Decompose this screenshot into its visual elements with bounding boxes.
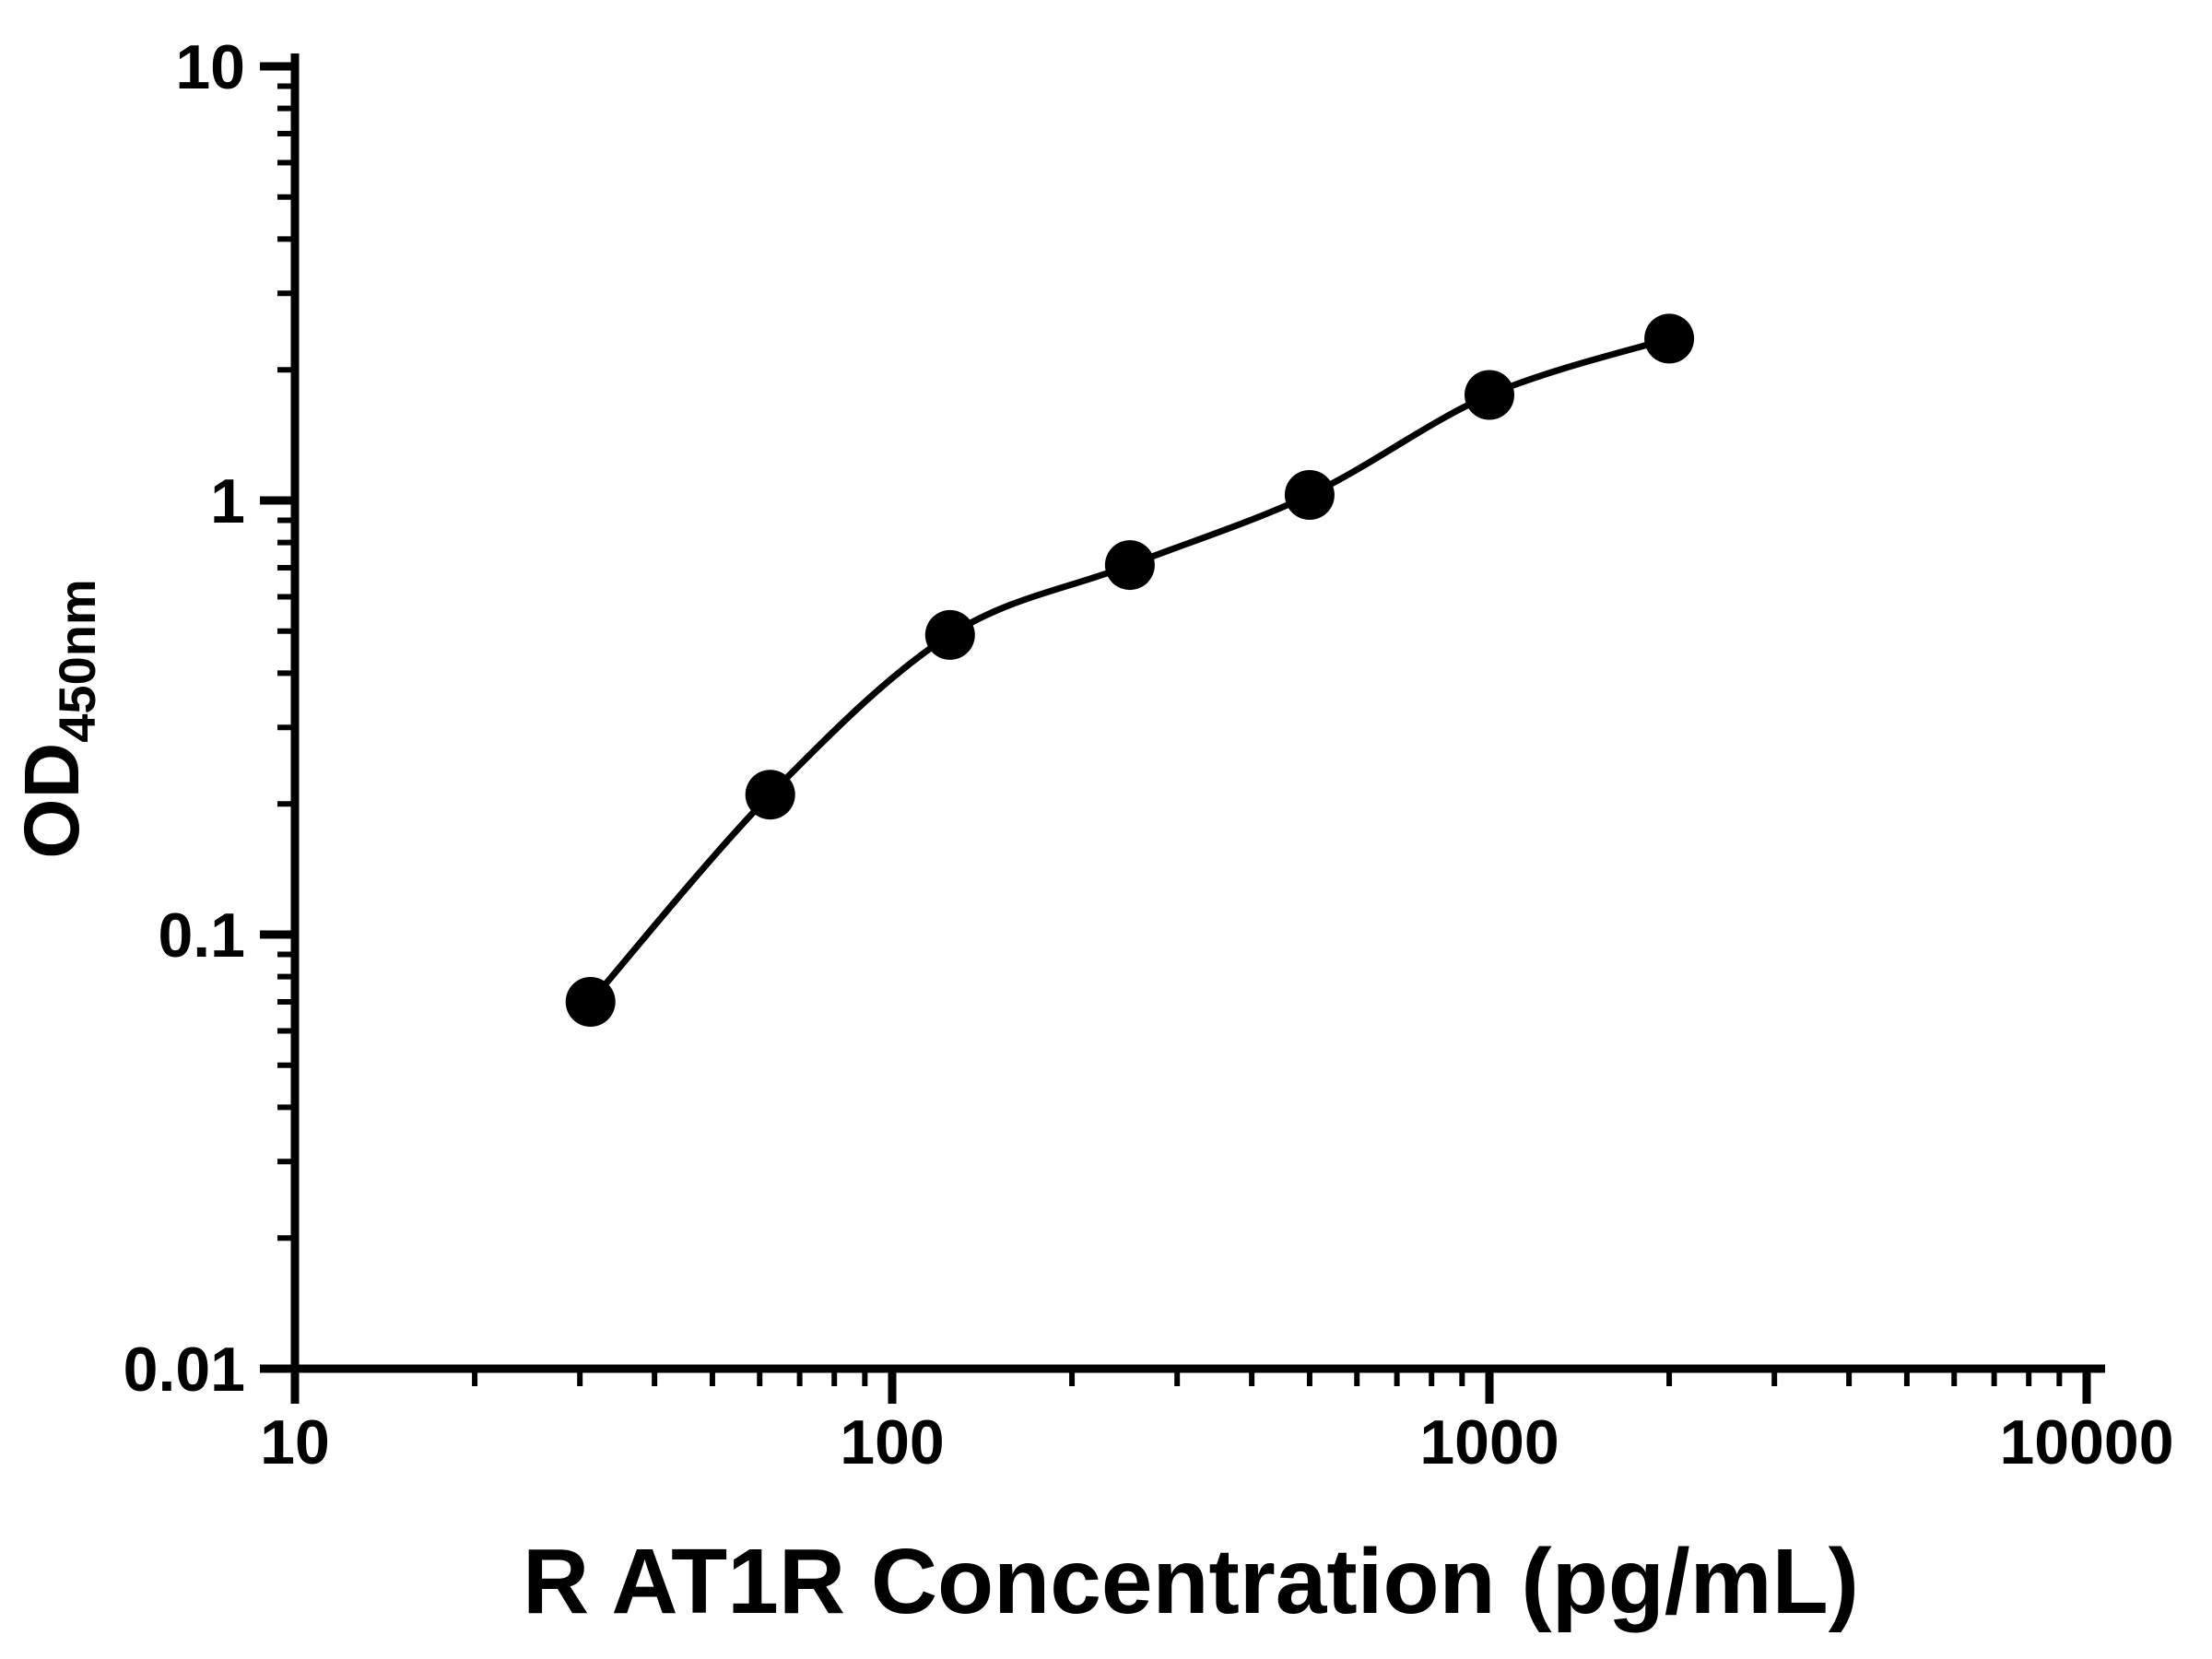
x-axis-title: R AT1R Concentration (pg/mL)	[523, 1530, 1859, 1633]
x-tick-label: 1000	[1419, 1407, 1559, 1477]
y-tick-label: 10	[175, 32, 245, 102]
x-tick-label: 100	[840, 1407, 944, 1477]
data-point	[1284, 470, 1335, 520]
y-axis-title-main: OD	[8, 743, 95, 859]
y-tick-label: 1	[210, 466, 245, 536]
chart-generated-layer: 10 100 1000 10000 0.01 0.1 1 10	[124, 32, 2174, 1477]
y-tick-label: 0.01	[124, 1335, 245, 1405]
y-axis-title-sub: 450nm	[48, 579, 106, 742]
data-point	[745, 770, 795, 820]
data-point	[565, 977, 616, 1027]
data-point	[1644, 313, 1695, 364]
data-point	[1465, 370, 1514, 420]
data-point	[924, 609, 975, 660]
y-tick-label: 0.1	[158, 900, 245, 971]
data-point	[1104, 540, 1155, 591]
standard-curve-line	[587, 335, 1673, 1006]
x-tick-label: 10000	[1999, 1407, 2173, 1477]
y-axis-title: OD450nm	[8, 579, 106, 858]
x-tick-label: 10	[260, 1407, 330, 1477]
